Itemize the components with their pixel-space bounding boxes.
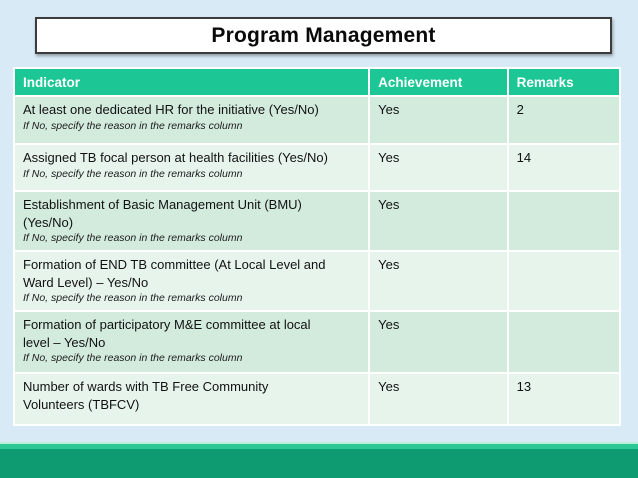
table-row: Formation of participatory M&E committee… <box>15 312 619 372</box>
slide-title-box: Program Management <box>35 17 612 54</box>
indicator-text: At least one dedicated HR for the initia… <box>23 102 319 117</box>
indicator-text: Assigned TB focal person at health facil… <box>23 150 328 165</box>
footer-bar <box>0 449 638 478</box>
cell-indicator: Establishment of Basic Management Unit (… <box>15 192 369 250</box>
cell-remarks <box>508 192 619 250</box>
cell-achievement: Yes <box>370 312 507 372</box>
cell-achievement: Yes <box>370 145 507 190</box>
indicator-note: If No, specify the reason in the remarks… <box>23 167 243 180</box>
cell-indicator: Assigned TB focal person at health facil… <box>15 145 369 190</box>
cell-remarks: 2 <box>508 97 619 143</box>
indicator-note: If No, specify the reason in the remarks… <box>23 352 243 365</box>
indicator-note: If No, specify the reason in the remarks… <box>23 292 243 305</box>
table-row: Assigned TB focal person at health facil… <box>15 145 619 190</box>
table-row: Establishment of Basic Management Unit (… <box>15 192 619 250</box>
cell-achievement: Yes <box>370 192 507 250</box>
header-indicator: Indicator <box>15 69 369 95</box>
header-remarks: Remarks <box>508 69 619 95</box>
indicator-text: Formation of END TB committee (At Local … <box>23 257 326 290</box>
program-management-table: Indicator Achievement Remarks At least o… <box>13 67 621 426</box>
indicator-text: Formation of participatory M&E committee… <box>23 317 311 350</box>
indicator-text: Establishment of Basic Management Unit (… <box>23 197 302 230</box>
cell-indicator: Number of wards with TB Free Community V… <box>15 374 369 424</box>
cell-indicator: Formation of END TB committee (At Local … <box>15 252 369 310</box>
table-header-row: Indicator Achievement Remarks <box>15 69 619 95</box>
cell-remarks: 14 <box>508 145 619 190</box>
header-achievement: Achievement <box>370 69 507 95</box>
table-row: Number of wards with TB Free Community V… <box>15 374 619 424</box>
table-row: At least one dedicated HR for the initia… <box>15 97 619 143</box>
cell-indicator: At least one dedicated HR for the initia… <box>15 97 369 143</box>
footer-divider-line <box>0 442 638 444</box>
cell-indicator: Formation of participatory M&E committee… <box>15 312 369 372</box>
indicator-note: If No, specify the reason in the remarks… <box>23 119 243 132</box>
cell-achievement: Yes <box>370 252 507 310</box>
table-row: Formation of END TB committee (At Local … <box>15 252 619 310</box>
indicator-text: Number of wards with TB Free Community V… <box>23 379 269 412</box>
footer-accent-strip <box>0 444 638 449</box>
cell-remarks <box>508 312 619 372</box>
cell-remarks <box>508 252 619 310</box>
slide-title: Program Management <box>211 23 436 47</box>
indicator-note: If No, specify the reason in the remarks… <box>23 232 243 245</box>
cell-remarks: 13 <box>508 374 619 424</box>
cell-achievement: Yes <box>370 97 507 143</box>
cell-achievement: Yes <box>370 374 507 424</box>
